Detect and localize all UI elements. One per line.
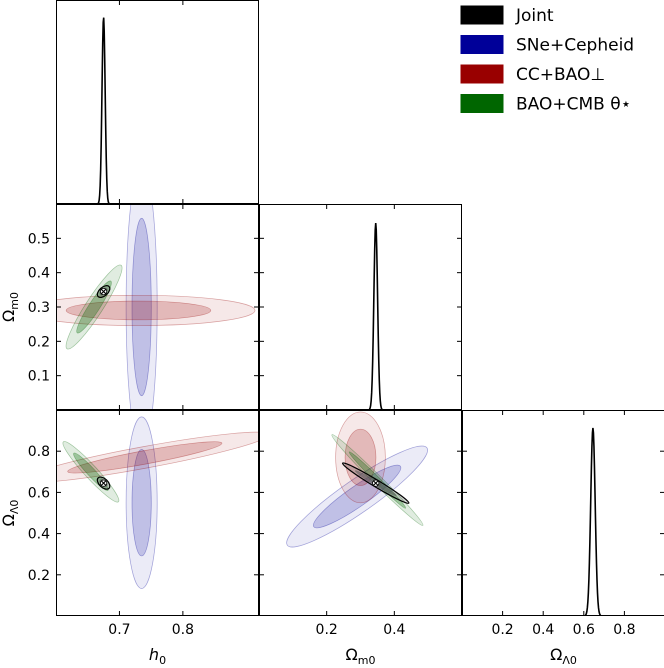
y-tick-label-OL: 0.2 — [28, 568, 50, 584]
marginal-OL — [462, 428, 664, 616]
x-tick-label-h0: 0.7 — [108, 622, 130, 638]
y-tick-label-Om: 0.4 — [28, 266, 50, 282]
x-axis-label-om0: Ωm0 — [346, 645, 376, 664]
y-tick-label-OL: 0.4 — [28, 527, 50, 543]
x-axis-label-h0: h0 — [149, 645, 166, 664]
x-tick-label-OL: 0.2 — [491, 622, 513, 638]
x-tick-label-OL: 0.8 — [613, 622, 635, 638]
y-tick-label-Om: 0.3 — [28, 300, 50, 316]
x-tick-label-OL: 0.4 — [532, 622, 554, 638]
x-tick-label-Om: 0.2 — [316, 622, 338, 638]
legend-swatch-1 — [461, 36, 503, 54]
y-tick-label-OL: 0.8 — [28, 444, 50, 460]
legend-label-2: CC+BAO⊥ — [516, 65, 605, 85]
y-tick-label-OL: 0.6 — [28, 485, 50, 501]
panel-Om_OL-contours — [278, 412, 436, 559]
panel-frame-p11 — [260, 205, 462, 410]
panel-frame-p22 — [463, 411, 664, 616]
marginal-curve-Om — [259, 223, 462, 410]
y-tick-label-Om: 0.1 — [28, 369, 50, 385]
y-axis-label-om0: Ωm0 — [0, 292, 21, 322]
x-axis-label-ol0: ΩΛ0 — [550, 645, 577, 664]
marginal-Om — [259, 223, 462, 410]
x-tick-label-h0: 0.8 — [172, 622, 194, 638]
x-tick-label-Om: 0.4 — [383, 622, 405, 638]
legend-swatch-2 — [461, 65, 503, 83]
y-tick-label-Om: 0.2 — [28, 334, 50, 350]
y-tick-label-Om: 0.5 — [28, 231, 50, 247]
legend-swatch-0 — [461, 6, 503, 24]
legend-swatch-3 — [461, 95, 503, 113]
panel-frame-p00 — [57, 1, 259, 204]
x-tick-label-OL: 0.6 — [573, 622, 595, 638]
marginal-curve-OL — [462, 428, 664, 616]
marginal-curve-h0 — [56, 18, 259, 204]
marginal-h0 — [56, 18, 259, 204]
legend-label-1: SNe+Cepheid — [516, 36, 634, 56]
legend-label-3: BAO+CMB θ⋆ — [516, 95, 631, 115]
y-axis-label-ol0: ΩΛ0 — [0, 500, 21, 527]
legend-label-0: Joint — [515, 6, 554, 26]
